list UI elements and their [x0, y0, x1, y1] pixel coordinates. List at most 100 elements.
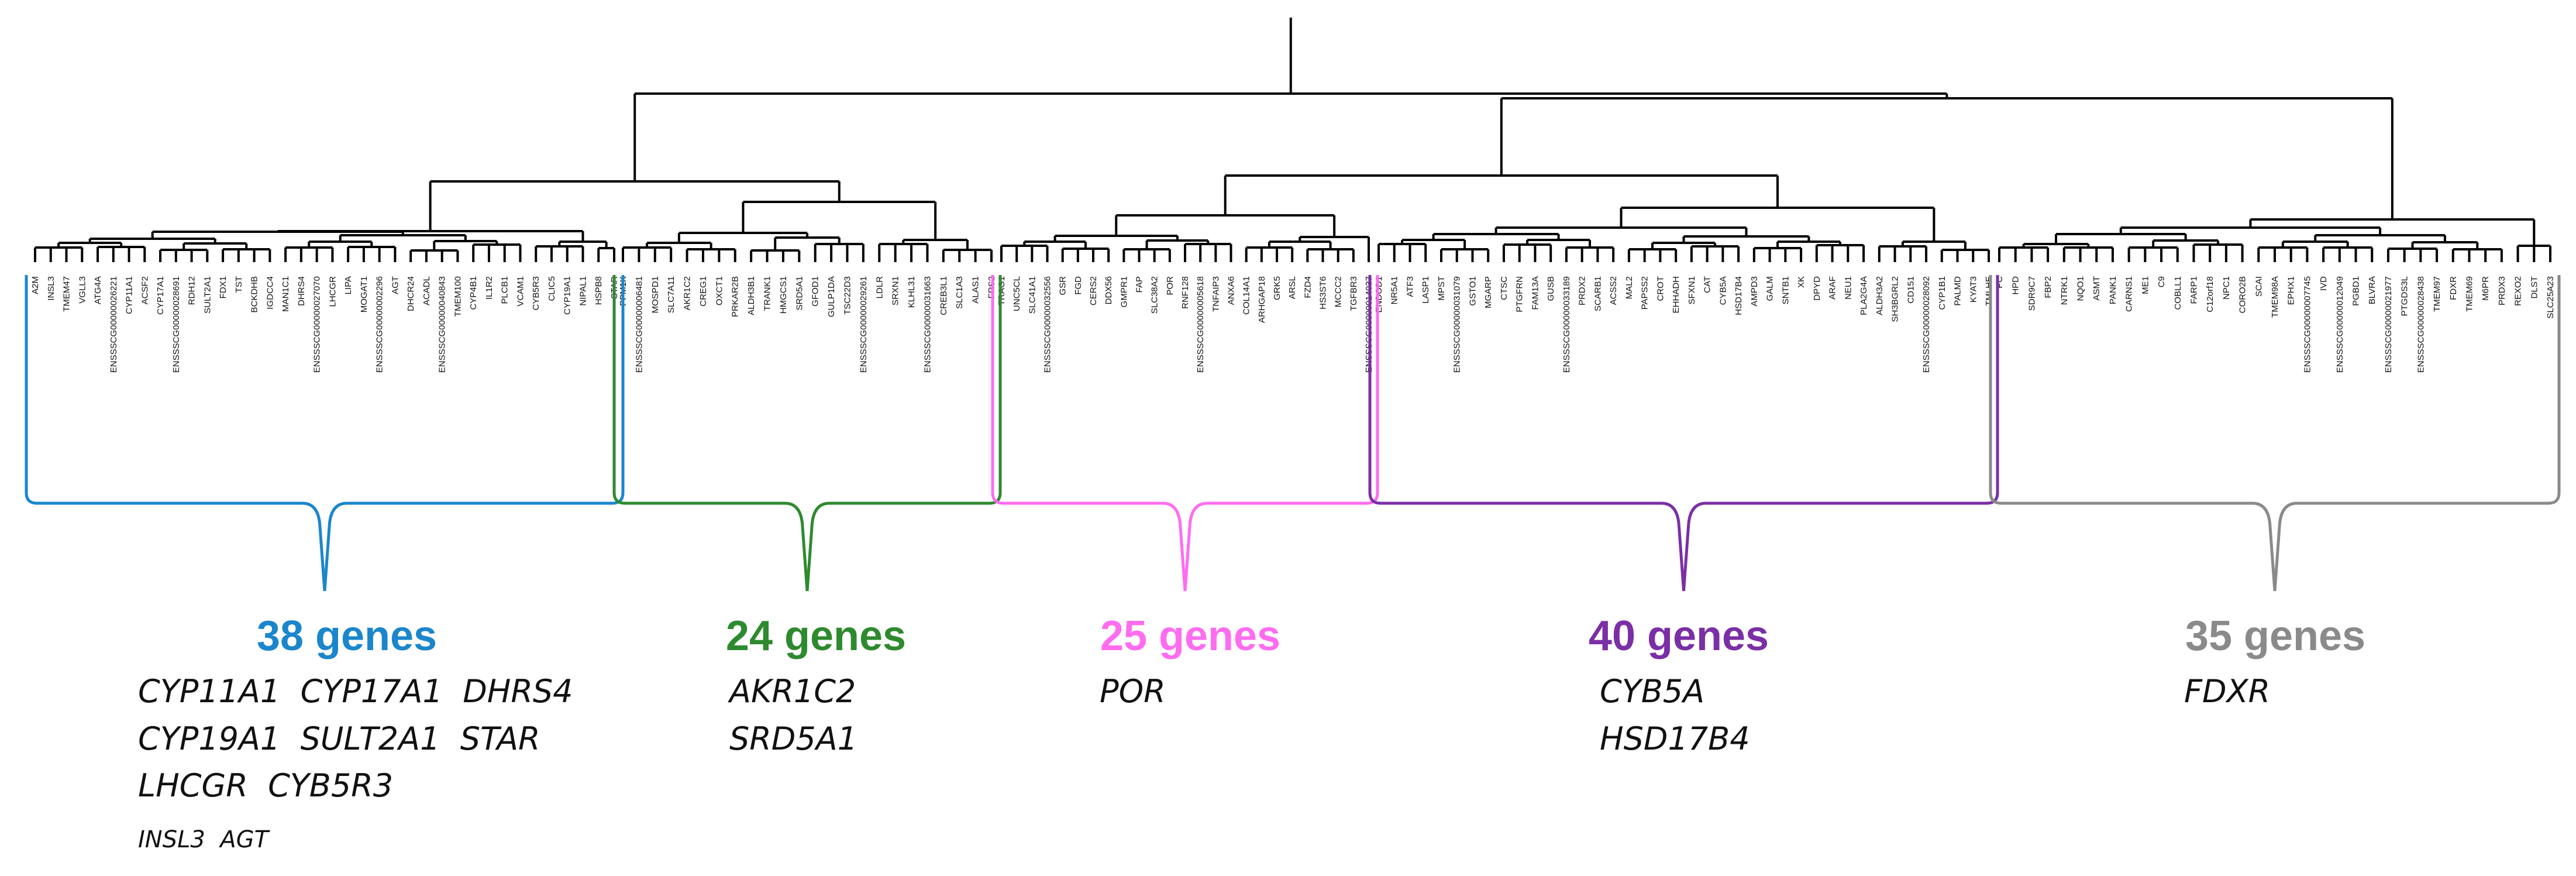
leaf-label: RNF128: [1180, 276, 1190, 309]
leaf-label: SH3BGRL2: [1890, 276, 1900, 322]
leaf-label: FAM13A: [1530, 276, 1540, 310]
leaf-label: ARHGAP18: [1257, 276, 1267, 323]
leaf-label: ENSSSCG00000002296: [375, 276, 385, 373]
leaf-label: PAPSS2: [1640, 276, 1650, 310]
cluster-1-key-genes-line-2: CYP19A1 SULT2A1 STAR: [138, 720, 540, 757]
leaf-label: COL14A1: [1242, 276, 1252, 315]
cluster-1-annotation: 38 genes CYP11A1 CYP17A1 DHRS4 CYP19A1 S…: [138, 613, 573, 853]
leaf-label: SLC25A23: [2546, 276, 2556, 319]
leaf-label: CTSC: [1499, 276, 1509, 300]
leaf-label: FBP2: [2043, 276, 2053, 298]
leaf-label: ENSSSCG00000021977: [2384, 276, 2394, 373]
leaf-label: CYP19A1: [563, 276, 573, 315]
leaf-label: FARP1: [2189, 276, 2199, 304]
leaf-label: REXO2: [2513, 276, 2523, 306]
leaf-label: TST: [234, 276, 244, 293]
leaf-label: ENSSSCG00000007745: [2302, 276, 2312, 373]
leaf-label: NR5A1: [1390, 276, 1400, 304]
cluster-3-key-genes-line-1: POR: [1100, 673, 1166, 710]
leaf-label: CYP11A1: [125, 276, 135, 314]
cluster-5-gene-count: 35 genes: [2185, 613, 2365, 659]
leaf-label: DHCR24: [406, 276, 416, 311]
leaf-label: EPHX1: [2286, 276, 2296, 305]
leaf-label: ENSSSCG00000026221: [109, 276, 119, 373]
cluster-bracket-4: [1368, 275, 1999, 592]
leaf-label: CYP4B1: [469, 276, 478, 310]
leaf-label: GRK5: [1272, 276, 1282, 300]
leaf-label: TMEM98A: [2270, 276, 2280, 318]
leaf-label: ENSSSCG00000031079: [1452, 276, 1462, 373]
leaf-label: FDXR: [2448, 276, 2458, 300]
leaf-label: SCAI: [2254, 276, 2264, 297]
leaf-label: GMPR1: [1119, 276, 1129, 307]
leaf-label: SNTB1: [1781, 276, 1790, 304]
leaf-label: NPC1: [2222, 276, 2231, 300]
leaf-label: MOSPD1: [650, 276, 660, 313]
leaf-label: COBLL1: [2173, 276, 2183, 310]
leaf-label: SCARB1: [1593, 276, 1603, 311]
leaf-label: PTGFRN: [1515, 276, 1525, 312]
leaf-label: ARAF: [1828, 276, 1838, 300]
leaf-label: CORO2B: [2238, 276, 2248, 313]
leaf-label: RDH12: [187, 276, 197, 305]
cluster-1-key-genes-line-1: CYP11A1 CYP17A1 DHRS4: [138, 673, 573, 710]
leaf-label: MPST: [1437, 276, 1447, 301]
cluster-5-annotation: 35 genes FDXR: [2184, 613, 2365, 710]
leaf-label: ARSL: [1287, 276, 1297, 299]
leaf-label: KLHL31: [907, 276, 917, 308]
leaf-label: GFOD1: [811, 276, 821, 307]
leaf-label: CROT: [1655, 276, 1665, 301]
leaf-label: ENSSSCG00000006481: [634, 276, 644, 373]
cluster-2-key-genes-line-1: AKR1C2: [728, 673, 856, 710]
cluster-4-annotation: 40 genes CYB5A HSD17B4: [1589, 613, 1769, 757]
leaf-label: AKR1C2: [683, 276, 693, 310]
leaf-label: ALAS1: [971, 276, 981, 304]
leaf-label: ENSSSCG00000033189: [1562, 276, 1572, 373]
leaf-label: FDX1: [218, 276, 228, 298]
leaf-label: A2M: [30, 276, 40, 294]
leaf-label: NTRK1: [2060, 276, 2069, 305]
leaf-label: IGDCC4: [265, 276, 275, 310]
leaf-label: ATG4A: [93, 276, 103, 304]
cluster-bracket-5: [1989, 275, 2561, 592]
leaf-label: VGLL3: [77, 276, 87, 304]
leaf-label: ACSS2: [1609, 276, 1618, 305]
leaf-label: ENSSSCG00000032556: [1043, 276, 1053, 373]
leaf-label: TMEM69: [2464, 276, 2474, 312]
leaf-label: C9: [2157, 276, 2167, 287]
leaf-label: TGFBR3: [1349, 276, 1359, 311]
leaf-label: FGD: [1073, 276, 1083, 295]
cluster-4-key-genes-line-1: CYB5A: [1600, 673, 1704, 710]
leaf-label: UNC5CL: [1012, 276, 1022, 311]
leaf-label: ENSSSCG00000029261: [859, 276, 869, 373]
leaf-label: ENSSSCG00000028691: [171, 276, 181, 373]
leaf-label: LASP1: [1421, 276, 1431, 304]
leaf-label: ENSSSCG00000040843: [438, 276, 447, 373]
leaf-label: CYP1B1: [1937, 276, 1947, 310]
leaf-label: PRKAR2B: [731, 276, 741, 317]
leaf-label: SLC38A2: [1150, 276, 1160, 314]
leaf-label: MGARP: [1483, 276, 1493, 308]
leaf-label: SLC41A1: [1027, 276, 1037, 314]
leaf-label: DHRS4: [297, 276, 306, 306]
leaf-label: DLST: [2529, 276, 2539, 298]
cluster-1-gene-count: 38 genes: [257, 613, 437, 659]
leaf-label: SFXN1: [1687, 276, 1697, 304]
leaf-label: ACSF2: [140, 276, 150, 304]
leaf-label: NIPAL1: [578, 276, 588, 306]
leaf-label: MCCC2: [1334, 276, 1344, 307]
leaf-label: MAN1C1: [281, 276, 291, 312]
leaf-label: VCAM1: [515, 276, 525, 307]
leaf-label: BCKDHB: [250, 276, 260, 313]
leaf-label: ME1: [2140, 276, 2150, 294]
leaf-label: SDR9C7: [2027, 276, 2037, 311]
cluster-5-key-genes-line-1: FDXR: [2184, 673, 2270, 710]
leaf-label: NQO1: [2076, 276, 2086, 301]
leaf-label: C12orf18: [2205, 276, 2215, 312]
leaf-label: HPD: [2011, 276, 2021, 295]
leaf-label: ACADL: [422, 276, 432, 305]
leaf-label: PLCB1: [500, 276, 510, 304]
leaf-label: ANXA6: [1227, 276, 1237, 305]
leaf-label: FZD4: [1303, 276, 1313, 298]
leaf-label: PLA2G4A: [1859, 276, 1869, 315]
